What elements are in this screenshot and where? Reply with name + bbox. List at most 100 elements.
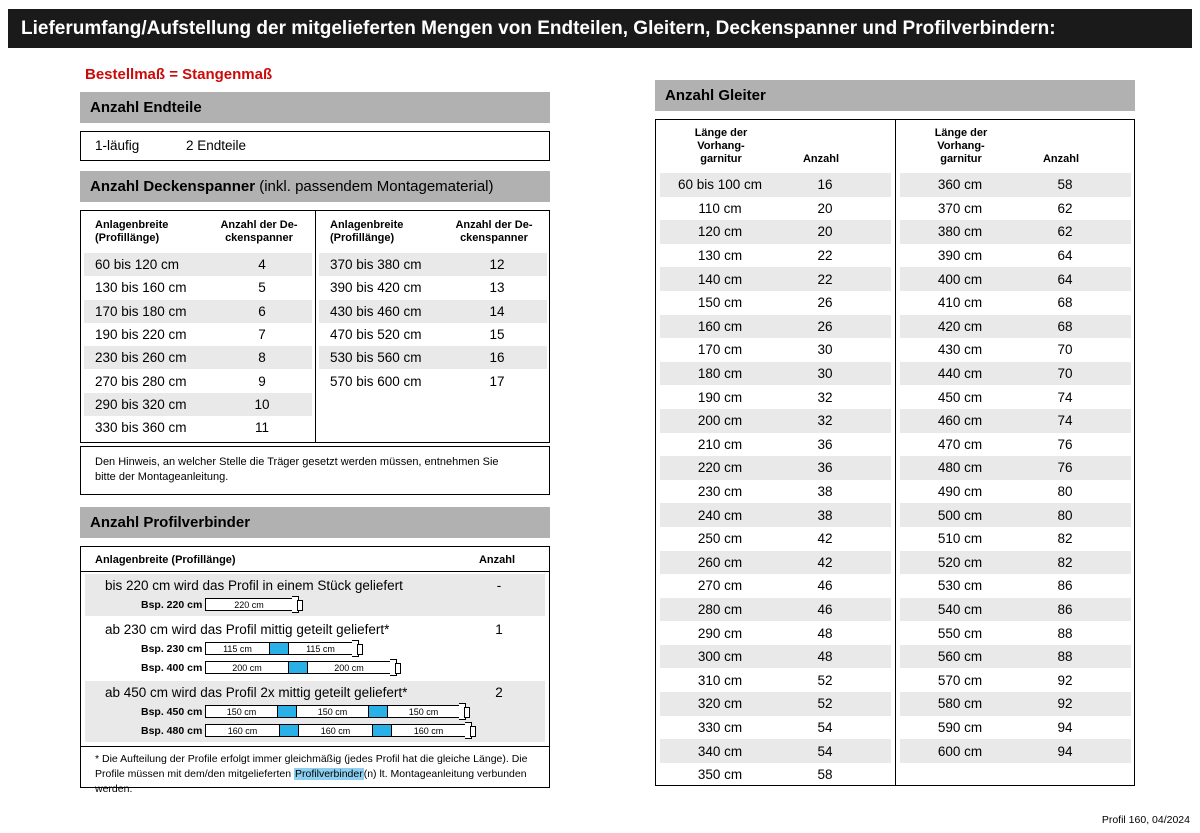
table-row: 250 cm 42	[660, 527, 891, 551]
deckenspanner-header-rest: (inkl. passendem Montagematerial)	[255, 178, 494, 195]
row-value: 12	[489, 257, 505, 273]
table-row: 270 bis 280 cm 9	[84, 369, 312, 392]
profile-example-row: Bsp. 400 cm 200 cm 200 cm	[85, 658, 545, 677]
col-anlagenbreite: Anlagenbreite (Profillänge)	[330, 219, 404, 244]
column-headers: Anlagenbreite (Profillänge) Anzahl	[81, 547, 549, 572]
table-row: 290 cm 48	[660, 621, 891, 645]
deckenspanner-header-bold: Anzahl Deckenspanner	[90, 178, 256, 195]
deckenspanner-rows-left: 60 bis 120 cm 4 130 bis 160 cm 5 170 bis 180…	[81, 253, 315, 439]
table-row: 520 cm 82	[900, 550, 1131, 575]
row-value: 62	[1057, 200, 1073, 216]
row-value: 8	[258, 350, 266, 366]
profile-bar-diagram: 150 cm 150 cm 150 cm	[205, 703, 470, 720]
row-label: 260 cm	[697, 554, 743, 570]
table-row: 370 bis 380 cm 12	[319, 253, 547, 277]
row-label: 160 cm	[697, 318, 743, 334]
table-row: 590 cm 94	[900, 716, 1131, 740]
row-label: 590 cm	[937, 719, 983, 735]
row-value: 76	[1057, 436, 1073, 452]
table-row: 180 cm 30	[660, 361, 891, 386]
deckenspanner-table-right-half: Anlagenbreite (Profillänge) Anzahl der D…	[316, 211, 550, 442]
row-value: 4	[258, 257, 266, 273]
profile-end-bracket-icon	[390, 659, 401, 676]
col-anzahl-deckenspanner: Anzahl der De- ckenspanner	[455, 219, 533, 244]
row-label: 390 bis 420 cm	[330, 280, 422, 296]
example-label: Bsp. 480 cm	[141, 724, 203, 737]
row-label: 380 cm	[937, 224, 983, 240]
row-value: 74	[1057, 389, 1073, 405]
row-label: 340 cm	[697, 743, 743, 759]
profilverbinder-connector	[368, 705, 388, 718]
profilverbinder-table: Anlagenbreite (Profillänge) Anzahl bis 2…	[80, 546, 550, 795]
row-value: 7	[258, 327, 266, 343]
row-label: 370 cm	[937, 200, 983, 216]
row-label: 510 cm	[937, 531, 983, 547]
row-label: 280 cm	[697, 601, 743, 617]
profile-segment: 115 cm	[205, 642, 270, 655]
row-value: 42	[817, 531, 833, 547]
col-anzahl: Anzahl	[1042, 153, 1080, 165]
col-anzahl: Anzahl	[478, 554, 516, 566]
profile-example-row: Bsp. 450 cm 150 cm 150 cm 150 cm	[85, 702, 545, 721]
row-value: 48	[817, 649, 833, 665]
gleiter-table: Länge der Vorhang- garnitur Anzahl 60 bi…	[655, 119, 1135, 786]
row-value: 58	[1057, 177, 1073, 193]
row-label: 410 cm	[937, 295, 983, 311]
row-value: 36	[817, 460, 833, 476]
row-value: 70	[1057, 342, 1073, 358]
row-label: 470 bis 520 cm	[330, 327, 422, 343]
profile-segment: 200 cm	[307, 661, 391, 674]
table-row: 540 cm 86	[900, 597, 1131, 622]
row-label: 490 cm	[937, 484, 983, 500]
gleiter-table-left-half: Länge der Vorhang- garnitur Anzahl 60 bi…	[656, 120, 895, 785]
table-row: 390 cm 64	[900, 244, 1131, 268]
row-label: 330 cm	[697, 719, 743, 735]
table-row: 240 cm 38	[660, 503, 891, 527]
row-label: 530 bis 560 cm	[330, 350, 422, 366]
row-label: 420 cm	[937, 318, 983, 334]
row-value: 26	[817, 318, 833, 334]
section-text: ab 450 cm wird das Profil 2x mittig gete…	[105, 685, 408, 700]
row-label: 570 bis 600 cm	[330, 373, 422, 389]
row-label: 310 cm	[697, 672, 743, 688]
row-label: 330 bis 360 cm	[95, 420, 187, 436]
table-row: 230 cm 38	[660, 480, 891, 504]
row-label: 250 cm	[697, 531, 743, 547]
row-value: 13	[489, 280, 505, 296]
col-anzahl-deckenspanner: Anzahl der De- ckenspanner	[220, 219, 298, 244]
table-row: 190 cm 32	[660, 385, 891, 409]
row-value: 82	[1057, 531, 1073, 547]
table-row: 60 bis 120 cm 4	[84, 253, 312, 277]
row-label: 270 cm	[697, 578, 743, 594]
section-text: ab 230 cm wird das Profil mittig geteilt…	[105, 622, 390, 637]
table-row: 320 cm 52	[660, 692, 891, 716]
document-footer: Profil 160, 04/2024	[1101, 814, 1190, 826]
col-laenge-vorhanggarnitur: Länge der Vorhang- garnitur	[934, 127, 988, 165]
row-label: 600 cm	[937, 743, 983, 759]
row-value: 82	[1057, 554, 1073, 570]
deckenspanner-section-header: Anzahl Deckenspanner (inkl. passendem Mo…	[80, 171, 550, 202]
row-value: 92	[1057, 672, 1073, 688]
table-row: 480 cm 76	[900, 456, 1131, 480]
row-value: 92	[1057, 696, 1073, 712]
row-label: 440 cm	[937, 366, 983, 382]
table-row: 160 cm 26	[660, 314, 891, 339]
column-headers: Anlagenbreite (Profillänge) Anzahl der D…	[81, 211, 315, 253]
table-row: 500 cm 80	[900, 503, 1131, 527]
row-label: 430 bis 460 cm	[330, 303, 422, 319]
row-value: 38	[817, 484, 833, 500]
row-value: 46	[817, 601, 833, 617]
row-label: 170 bis 180 cm	[95, 303, 187, 319]
section-anzahl: 2	[495, 685, 503, 700]
table-row: 330 bis 360 cm 11	[84, 416, 312, 439]
row-label: 230 cm	[697, 484, 743, 500]
gleiter-table-right-half: Länge der Vorhang- garnitur Anzahl 360 c…	[896, 120, 1135, 785]
row-value: 26	[817, 295, 833, 311]
row-label: 550 cm	[937, 625, 983, 641]
profile-end-bracket-icon	[292, 596, 303, 613]
profile-segment: 115 cm	[288, 642, 353, 655]
table-row: 290 bis 320 cm 10	[84, 392, 312, 417]
row-value: 58	[817, 767, 833, 783]
example-label: Bsp. 230 cm	[141, 642, 203, 655]
